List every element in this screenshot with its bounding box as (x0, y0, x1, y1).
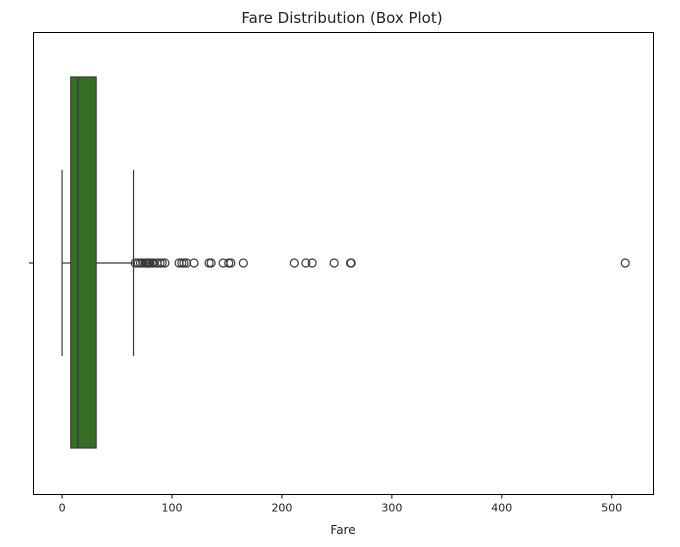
outlier-point (157, 258, 167, 268)
outlier-point (226, 258, 236, 268)
whiskers (61, 170, 135, 356)
x-tick-label: 500 (601, 502, 622, 515)
outlier-point (206, 258, 216, 268)
outlier-point (620, 258, 630, 268)
iqr-box (70, 76, 97, 449)
x-axis-ticks: 0 100 200 300 400 500 (59, 494, 622, 515)
x-tick-label: 0 (59, 502, 66, 515)
outlier-point (238, 258, 248, 268)
outlier-point (179, 258, 189, 268)
outlier-point (189, 258, 199, 268)
x-tick-label: 200 (271, 502, 292, 515)
outlier-point (182, 258, 192, 268)
outlier-point (329, 258, 339, 268)
outlier-point (289, 258, 299, 268)
outlier-point (160, 258, 170, 268)
outlier-point (301, 258, 311, 268)
box (70, 76, 97, 449)
outlier-point (148, 258, 159, 268)
outlier-point (307, 258, 317, 268)
x-tick-label: 400 (491, 502, 512, 515)
chart-title: Fare Distribution (Box Plot) (241, 9, 442, 27)
outlier-point (346, 258, 356, 268)
x-axis-label: Fare (330, 523, 355, 537)
x-tick-label: 100 (162, 502, 183, 515)
outlier-points (130, 258, 630, 268)
x-tick-label: 300 (381, 502, 402, 515)
